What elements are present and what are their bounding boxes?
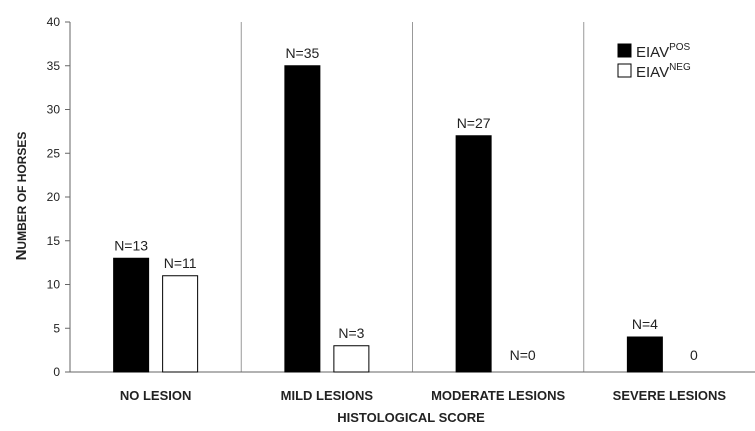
data-labels: N=13 N=11 N=35 N=3 N=27 N=0 N=4 0 xyxy=(114,45,698,363)
legend: EIAVPOS EIAVNEG xyxy=(617,42,691,81)
category-labels: NO LESION MILD LESIONS MODERATE LESIONS SEV… xyxy=(120,388,727,403)
bar-pos xyxy=(113,257,150,373)
bar-pos xyxy=(455,135,492,373)
data-label: N=35 xyxy=(285,45,319,61)
y-axis-title-rest: UMBER OF HORSES xyxy=(15,132,29,250)
data-label: N=0 xyxy=(510,347,536,363)
legend-label-pos: EIAVPOS xyxy=(636,42,691,61)
y-tick-label: 15 xyxy=(47,234,61,248)
data-label: 0 xyxy=(690,347,698,363)
category-label: NO LESION xyxy=(120,388,192,403)
legend-label-neg: EIAVNEG xyxy=(636,62,691,81)
category-separators xyxy=(240,22,585,372)
y-tick-label: 10 xyxy=(47,278,61,292)
y-tick-label: 20 xyxy=(47,190,61,204)
data-label: N=27 xyxy=(457,115,491,131)
y-tick-label: 30 xyxy=(47,103,61,117)
bar-pos xyxy=(626,336,663,373)
bar-neg xyxy=(162,275,199,373)
category-label: SEVERE LESIONS xyxy=(613,388,727,403)
data-label: N=13 xyxy=(114,237,148,253)
bar-neg xyxy=(333,345,370,373)
x-axis-title: HISTOLOGICAL SCORE xyxy=(337,410,485,425)
data-label: N=4 xyxy=(632,316,658,332)
data-label: N=3 xyxy=(338,325,364,341)
y-tick-label: 5 xyxy=(53,321,60,335)
y-axis-title-cap: N xyxy=(13,250,30,261)
y-tick-label: 25 xyxy=(47,146,61,160)
legend-swatch-neg xyxy=(617,63,632,78)
data-label: N=11 xyxy=(164,255,197,271)
y-axis-title: NUMBER OF HORSES xyxy=(13,132,30,261)
y-tick-label: 40 xyxy=(47,15,61,29)
bars xyxy=(113,65,663,373)
bar-pos xyxy=(284,65,321,373)
y-tick-label: 35 xyxy=(47,59,61,73)
y-tick-label: 0 xyxy=(53,365,60,379)
y-axis: 0 5 10 15 20 25 30 35 40 xyxy=(47,15,71,379)
category-label: MODERATE LESIONS xyxy=(431,388,565,403)
category-label: MILD LESIONS xyxy=(281,388,374,403)
legend-swatch-pos xyxy=(617,43,632,58)
